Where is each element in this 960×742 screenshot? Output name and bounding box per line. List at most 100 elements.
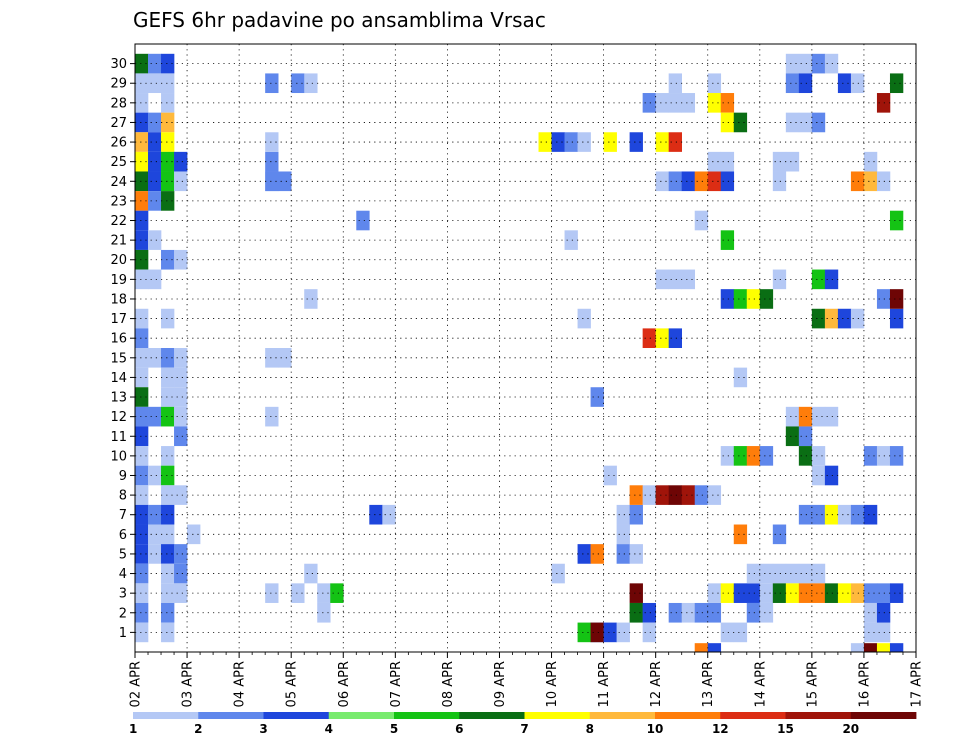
heatmap-cell [798,73,813,94]
heatmap-cell [135,563,149,584]
heatmap-cell [863,602,878,623]
heatmap-cell [720,151,735,172]
heatmap-cell [616,544,630,564]
heatmap-cell [668,171,682,192]
heatmap-cell [135,93,149,113]
y-tick-label: 24 [110,175,127,190]
heatmap-cell [148,132,162,152]
heatmap-cell [772,171,787,192]
heatmap-cell [278,171,292,192]
colorbar-label: 4 [325,722,333,736]
y-tick-label: 19 [110,273,127,288]
x-tick-label: 16 APR [857,661,872,707]
heatmap-cell [785,151,800,172]
heatmap-cell [135,112,149,133]
heatmap-cell [382,504,396,525]
heatmap-cell [135,524,149,545]
y-tick-label: 10 [110,449,127,464]
heatmap-cell [668,73,682,94]
heatmap-cell [772,563,787,584]
x-tick-label: 04 APR [233,661,248,707]
heatmap-cell [161,191,175,211]
heatmap-cell [798,112,813,133]
heatmap-cell [161,504,175,525]
heatmap-cell [863,446,878,466]
heatmap-cell [824,583,839,603]
colorbar-label: 6 [455,722,463,736]
y-tick-label: 30 [110,57,127,72]
y-tick-label: 4 [119,567,127,582]
y-tick-label: 1 [119,626,127,641]
heatmap-cell [135,504,149,525]
heatmap-cell [876,643,891,652]
heatmap-cell [785,583,800,603]
colorbar-label: 8 [586,722,594,736]
heatmap-cell [148,151,162,172]
heatmap-cell [278,348,292,368]
heatmap-cell [603,465,617,486]
heatmap-cell [720,622,735,643]
heatmap-cell [681,93,696,113]
y-tick-label: 28 [110,96,127,111]
heatmap-cell [655,132,669,152]
heatmap-cell [135,465,149,486]
heatmap-cell [668,328,682,348]
heatmap-cell [161,132,175,152]
heatmap-cell [785,112,800,133]
heatmap-cell [629,602,643,623]
heatmap-cell [161,73,175,94]
heatmap-cell [174,583,188,603]
colorbar-label: 12 [712,722,729,736]
heatmap-cell [135,406,149,427]
heatmap-cell [356,210,370,231]
x-tick-label: 11 APR [597,661,612,707]
colorbar-label: 15 [777,722,794,736]
colorbar-segment [263,712,330,719]
heatmap-cell [174,151,188,172]
colorbar-segment [524,712,591,719]
heatmap-cell [265,151,279,172]
x-tick-label: 08 APR [441,661,456,707]
heatmap-cell [876,622,891,643]
y-tick-label: 16 [110,332,127,347]
heatmap-cell [733,583,748,603]
x-tick-label: 06 APR [337,661,352,707]
heatmap-cell [720,583,735,603]
heatmap-cell [642,93,656,113]
heatmap-cell [759,583,774,603]
heatmap-cell [135,308,149,329]
heatmap-cell [577,308,591,329]
heatmap-cell [655,93,669,113]
heatmap-cell [148,348,162,368]
heatmap-cell [707,93,722,113]
heatmap-cell [720,93,735,113]
chart-title: GEFS 6hr padavine po ansamblima Vrsac [133,8,546,32]
grid-lines [135,44,916,652]
heatmap-cell [707,583,722,603]
colorbar-label: 5 [390,722,398,736]
heatmap-cell [798,583,813,603]
heatmap-cell [174,485,188,505]
heatmap-cell [889,73,904,94]
y-tick-label: 14 [110,371,127,386]
y-tick-label: 21 [110,234,127,249]
heatmap-cell [616,504,630,525]
heatmap-cell [811,53,826,74]
heatmap-cell [668,485,682,505]
heatmap-cell [265,583,279,603]
heatmap-cell [551,132,565,152]
heatmap-cell [577,622,591,643]
heatmap-cell [369,504,383,525]
heatmap-cell [135,269,149,290]
heatmap-cell [135,485,149,505]
colorbar-segment [459,712,525,719]
heatmap-cell [655,269,669,290]
heatmap-cell [681,485,696,505]
heatmap-cell [148,269,162,290]
heatmap-cell [824,406,839,427]
heatmap-cell [759,563,774,584]
heatmap-cell [603,132,617,152]
y-tick-label: 23 [110,194,127,209]
x-tick-label: 09 APR [493,661,508,707]
heatmap-cell [161,563,175,584]
